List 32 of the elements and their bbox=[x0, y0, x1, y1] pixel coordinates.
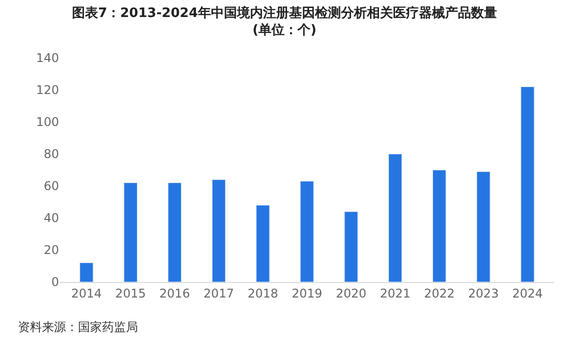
x-tick-label: 2016 bbox=[159, 286, 190, 300]
y-tick-label: 40 bbox=[44, 211, 59, 226]
bar bbox=[388, 154, 402, 282]
x-tick-label: 2015 bbox=[115, 286, 146, 300]
x-tick-label: 2018 bbox=[248, 286, 278, 300]
y-tick-label: 20 bbox=[44, 243, 59, 258]
bar bbox=[344, 211, 358, 282]
bar bbox=[256, 204, 270, 282]
x-tick-label: 2020 bbox=[336, 286, 366, 300]
x-tick-label: 2021 bbox=[380, 286, 410, 300]
x-tick-label: 2017 bbox=[204, 286, 234, 300]
x-tick-label: 2014 bbox=[71, 286, 102, 300]
text: 资料来源：国家药监局 bbox=[18, 320, 138, 334]
bar bbox=[432, 170, 446, 282]
y-tick-label: 0 bbox=[51, 275, 59, 290]
bar bbox=[476, 171, 490, 282]
bar bbox=[80, 262, 94, 282]
x-tick-label: 2022 bbox=[424, 286, 455, 300]
y-tick-label: 80 bbox=[44, 147, 59, 162]
y-tick-label: 140 bbox=[36, 51, 59, 66]
chart-title: 图表7：2013-2024年中国境内注册基因检测分析相关医疗器械产品数量 (单位：个) bbox=[72, 5, 497, 38]
x-tick-label: 2024 bbox=[512, 286, 543, 300]
bar bbox=[168, 182, 182, 282]
x-tick-label: 2023 bbox=[468, 286, 499, 300]
bar bbox=[124, 182, 138, 282]
bar bbox=[520, 86, 534, 282]
bar bbox=[300, 180, 314, 282]
x-tick-label: 2019 bbox=[292, 286, 322, 300]
bar bbox=[212, 179, 226, 282]
y-tick-label: 100 bbox=[36, 115, 59, 130]
y-tick-label: 120 bbox=[36, 83, 59, 98]
y-tick-label: 60 bbox=[44, 179, 59, 194]
